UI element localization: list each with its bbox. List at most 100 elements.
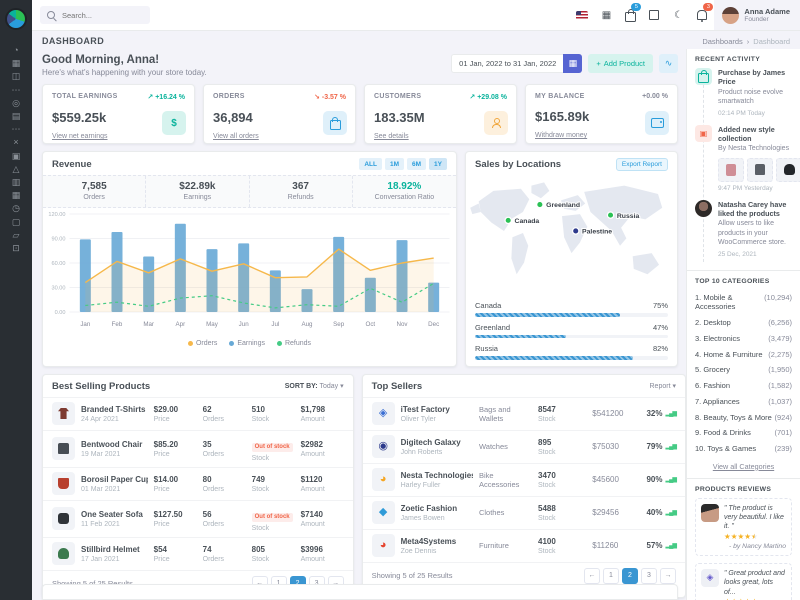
sidebar-item-tables[interactable]: ▥	[0, 176, 32, 189]
star-icon: ★	[750, 531, 758, 541]
caret-down-icon: ▾	[672, 383, 676, 390]
page-2-button[interactable]: 2	[621, 567, 638, 584]
sidebar-item-maps[interactable]: ▢	[0, 215, 32, 228]
seller-logo: ◉	[371, 435, 395, 458]
export-report-button[interactable]: Export Report	[615, 158, 668, 171]
category-row[interactable]: 10. Toys & Games (239)	[695, 444, 792, 454]
pulse-button[interactable]: ∿	[659, 54, 678, 73]
category-row[interactable]: 1. Mobile & Accessories (10,294)	[695, 293, 792, 312]
fullscreen-button[interactable]	[642, 0, 666, 30]
kpi-link[interactable]: View all orders	[213, 133, 259, 140]
thumb-jacket[interactable]	[718, 157, 744, 182]
range-6m-button[interactable]: 6M	[407, 158, 427, 170]
table-row[interactable]: ◉ Digitech Galaxy John Roberts Watches 89…	[362, 429, 685, 463]
stat-conversion: 18.92%	[387, 181, 422, 192]
table-row[interactable]: ◕ Meta4Systems Zoe Dennis Furniture 4100 S…	[362, 528, 685, 562]
revenue-chart[interactable]: 0.00 30.00 60.00 90.00 120.00 Jan Feb Mar Apr May…	[43, 208, 456, 334]
apps-menu-button[interactable]: ▦	[594, 0, 618, 30]
user-name: Anna Adame	[744, 6, 790, 16]
search-box[interactable]	[40, 6, 150, 24]
table-row[interactable]: ◈ iTest Factory Oliver Tyler Bags and Wal…	[362, 396, 685, 430]
cart-button[interactable]: 5	[618, 0, 642, 30]
language-button[interactable]	[570, 0, 594, 30]
sidebar-item-icons[interactable]: ◷	[0, 202, 32, 215]
category-row[interactable]: 8. Beauty, Toys & More (924)	[695, 412, 792, 422]
category-row[interactable]: 6. Fashion (1,582)	[695, 381, 792, 391]
view-all-categories-link[interactable]: View all Categories	[712, 461, 775, 471]
svg-text:Aug: Aug	[301, 321, 313, 328]
report-dropdown[interactable]: Report ▾	[649, 383, 676, 390]
table-row[interactable]: ◆ Zoetic Fashion James Bowen Clothes 5488…	[362, 495, 685, 529]
revenue-card: Revenue ALL 1M 6M 1Y 7,585 Orders $22.89k…	[42, 151, 457, 367]
review-card[interactable]: ◈ " Great product and looks great, lots …	[695, 562, 792, 600]
kpi-link[interactable]: View net earnings	[52, 133, 108, 140]
table-row[interactable]: One Seater Sofa 11 Feb 2021 $127.50 Price …	[43, 499, 353, 537]
page-next-button[interactable]: →	[659, 567, 676, 584]
thumb-bag[interactable]	[776, 157, 800, 182]
sidebar-item-pages[interactable]: ▤	[0, 110, 32, 123]
category-row[interactable]: 3. Electronics (3,479)	[695, 333, 792, 343]
map-marker-canada[interactable]: Canada	[504, 216, 541, 226]
calendar-button[interactable]: ▦	[563, 54, 583, 73]
breadcrumb-parent[interactable]: Dashboards	[702, 36, 743, 46]
page-prev-button[interactable]: ←	[583, 567, 600, 584]
dark-mode-button[interactable]: ☾	[666, 0, 690, 30]
map-marker-russia[interactable]: Russia	[606, 211, 641, 221]
sidebar-item-apps[interactable]: ▦	[0, 57, 32, 70]
table-row[interactable]: Borosil Paper Cup 01 Mar 2021 $14.00 Price…	[43, 466, 353, 500]
svg-text:Mar: Mar	[143, 321, 154, 328]
kpi-label: TOTAL EARNINGS	[52, 93, 118, 100]
table-row[interactable]: Stillbird Helmet 17 Jan 2021 $54 Price 74 O…	[43, 536, 353, 570]
kpi-link[interactable]: See details	[374, 133, 409, 140]
trend-down-icon: ↘	[314, 94, 320, 101]
sidebar-item-dashboards[interactable]: ◔	[0, 44, 32, 57]
sidebar-item-components[interactable]: ×	[0, 136, 32, 149]
kpi-link[interactable]: Withdraw money	[535, 132, 588, 139]
sidebar-item-more-1[interactable]: ⋯	[0, 84, 32, 97]
activity-item[interactable]: Purchase by James Price Product noise ev…	[695, 68, 792, 117]
category-row[interactable]: 5. Grocery (1,950)	[695, 365, 792, 375]
page-title: DASHBOARD	[42, 36, 105, 46]
sidebar-item-logout[interactable]: ⊡	[0, 242, 32, 255]
sidebar-item-authentication[interactable]: ◎	[0, 97, 32, 110]
activity-item[interactable]: Natasha Carey have liked the products Al…	[695, 199, 792, 258]
table-row[interactable]: Branded T-Shirts 24 Apr 2021 $29.00 Price …	[43, 396, 353, 430]
date-range-input[interactable]: 01 Jan, 2022 to 31 Jan, 2022	[451, 54, 564, 73]
sidebar-item-widgets[interactable]: ▣	[0, 150, 32, 163]
sort-by-dropdown[interactable]: SORT BY: Today ▾	[284, 383, 344, 390]
range-1y-button[interactable]: 1Y	[429, 158, 447, 170]
map-marker-greenland[interactable]: Greenland	[536, 200, 581, 210]
svg-text:Apr: Apr	[176, 321, 186, 328]
table-row[interactable]: ◕ Nesta Technologies Harley Fuller Bike A…	[362, 462, 685, 496]
activity-item[interactable]: ▣ Added new style collection By Nesta Te…	[695, 124, 800, 192]
range-1m-button[interactable]: 1M	[384, 158, 405, 170]
sidebar-item-forms[interactable]: △	[0, 163, 32, 176]
review-card[interactable]: " The product is very beautiful. I like …	[695, 497, 792, 556]
category-row[interactable]: 7. Appliances (1,037)	[695, 396, 792, 406]
world-map[interactable]: Greenland Canada Russia Palestine	[466, 176, 677, 288]
user-menu[interactable]: Anna Adame Founder	[714, 0, 800, 30]
collection-icon: ▣	[695, 124, 712, 142]
search-input[interactable]	[60, 9, 134, 21]
sidebar-item-charts[interactable]: ▦	[0, 189, 32, 202]
trend-up-icon: ↗	[147, 94, 154, 101]
thumb-chair[interactable]	[747, 157, 773, 182]
page-1-button[interactable]: 1	[602, 567, 619, 584]
add-product-button[interactable]: + Add Product	[588, 54, 653, 73]
sidebar-item-layouts[interactable]: ◫	[0, 70, 32, 83]
table-row[interactable]: Bentwood Chair 19 Mar 2021 $85.20 Price 35…	[43, 429, 353, 467]
sidebar-item-more-2[interactable]: ⋯	[0, 123, 32, 136]
category-row[interactable]: 2. Desktop (6,256)	[695, 317, 792, 327]
category-row[interactable]: 4. Home & Furniture (2,275)	[695, 349, 792, 359]
app-logo-icon[interactable]	[5, 8, 27, 30]
sidebar-item-multilevel[interactable]: ▱	[0, 229, 32, 242]
category-row[interactable]: 9. Food & Drinks (701)	[695, 428, 792, 438]
legend-item[interactable]: Refunds	[276, 340, 311, 347]
legend-item[interactable]: Earnings	[229, 340, 265, 347]
map-marker-palestine[interactable]: Palestine	[571, 227, 613, 237]
kpi-value: 183.35M	[374, 110, 425, 125]
legend-item[interactable]: Orders	[187, 340, 217, 347]
range-all-button[interactable]: ALL	[359, 158, 382, 170]
page-3-button[interactable]: 3	[640, 567, 657, 584]
notifications-button[interactable]: 3	[690, 0, 714, 30]
